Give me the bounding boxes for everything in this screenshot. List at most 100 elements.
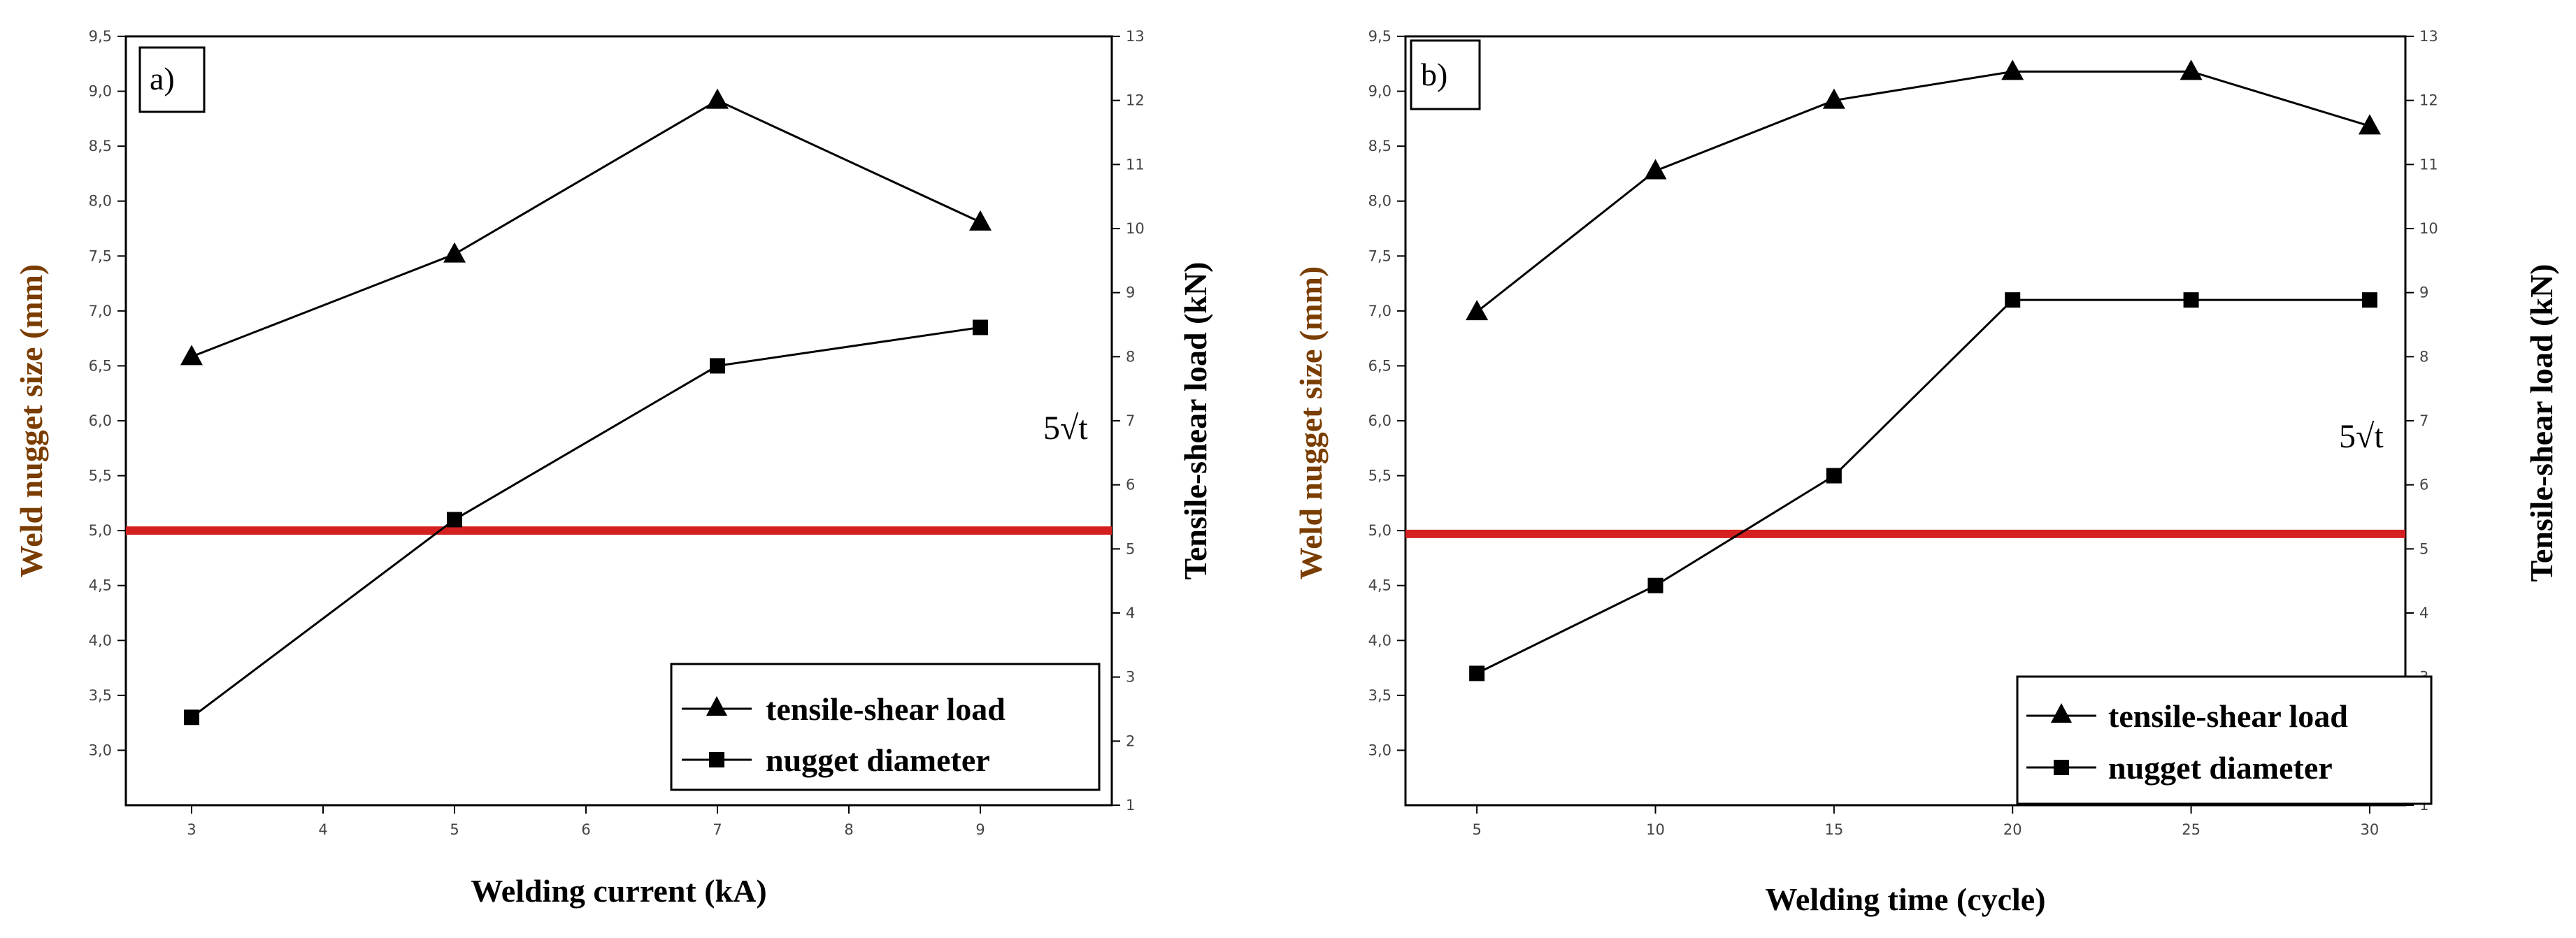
reference-label-b: 5√t	[2339, 418, 2384, 455]
y-left-tick-label: 8,0	[89, 193, 112, 210]
x-tick-label: 15	[1824, 821, 1843, 838]
y-left-tick-label: 3,0	[1368, 742, 1391, 758]
data-point-square	[1469, 665, 1485, 681]
series-lines-a	[191, 99, 981, 719]
legend-marker-triangle-b	[2051, 703, 2072, 723]
legend-box-b	[2016, 675, 2433, 805]
x-tick-label: 8	[844, 821, 853, 838]
y-left-tick-label: 6,0	[89, 412, 112, 429]
y-right-tick-label: 9	[1126, 284, 1135, 301]
data-point-triangle	[180, 345, 203, 366]
data-point-triangle	[2001, 59, 2024, 80]
y-right-tick-label: 10	[2419, 220, 2438, 237]
y-left-tick-label: 3,5	[1368, 687, 1391, 704]
x-tick-label: 30	[2361, 821, 2380, 838]
y-left-axis-title-b: Weld nugget size (mm)	[1293, 266, 1329, 579]
y-left-tick-label: 4,0	[89, 632, 112, 649]
y-left-tick-label: 9,5	[89, 28, 112, 45]
panel-label-box-b	[1410, 39, 1481, 110]
legend-label-load-b: tensile-shear load	[2108, 698, 2348, 734]
y-left-tick-label: 7,5	[89, 247, 112, 264]
panel-label-b: b)	[1421, 57, 1447, 92]
y-left-tick-label: 3,5	[89, 687, 112, 704]
data-point-triangle	[1466, 300, 1489, 321]
x-tick-label: 3	[187, 821, 196, 838]
data-point-square	[1826, 468, 1842, 484]
y-left-tick-label: 6,0	[1368, 412, 1391, 429]
panel-label-box-a	[138, 46, 206, 113]
y-right-tick-label: 12	[1126, 92, 1145, 109]
y-right-tick-label: 5	[1126, 540, 1135, 557]
data-point-square	[447, 512, 462, 528]
x-tick-label: 20	[2003, 821, 2022, 838]
data-point-square	[2183, 292, 2199, 308]
y-right-tick-label: 10	[1126, 220, 1145, 237]
series-line-square	[191, 326, 981, 719]
y-right-tick-label: 6	[2419, 477, 2428, 493]
data-point-square	[710, 358, 725, 374]
series-line-triangle	[1476, 70, 2370, 313]
x-tick-label: 5	[1472, 821, 1481, 838]
x-tick-label: 9	[975, 821, 985, 838]
y-right-tick-label: 3	[1126, 669, 1135, 686]
legend-label-nugget-a: nugget diameter	[766, 742, 990, 778]
legend-label-load-a: tensile-shear load	[766, 691, 1006, 727]
y-left-tick-label: 4,5	[89, 577, 112, 594]
x-tick-label: 4	[318, 821, 327, 838]
y-right-tick-label: 8	[2419, 348, 2428, 365]
series-line-triangle	[191, 99, 981, 358]
y-right-tick-label: 4	[2419, 605, 2428, 621]
legend-box-a	[670, 663, 1101, 791]
legend-marker-triangle-a	[706, 696, 727, 716]
chart-panel-b: 5 10 15 20 25 30 3,0 3,5 4,0 4,5 5,0 5,5 6,0 6,5 7,0 7…	[1293, 28, 2559, 917]
y-right-tick-label: 7	[2419, 412, 2428, 429]
x-tick-label: 5	[450, 821, 459, 838]
y-right-tick-label: 6	[1126, 477, 1135, 493]
x-tick-label: 10	[1646, 821, 1665, 838]
chart-panel-a: 3 4 5 6 7 8 9 3,0 3,5 4,0 4,5 5,0 5,5 6,0 6,5 7,0 7,5 8,…	[13, 28, 1213, 909]
y-left-ticks-a: 3,0 3,5 4,0 4,5 5,0 5,5 6,0 6,5 7,0 7,5 8,0 8,5 9,0 9…	[89, 28, 126, 758]
legend-label-nugget-b: nugget diameter	[2108, 750, 2333, 786]
y-right-tick-label: 13	[1126, 28, 1145, 45]
y-right-tick-label: 5	[2419, 540, 2428, 557]
y-right-tick-label: 4	[1126, 605, 1135, 621]
y-left-tick-label: 7,5	[1368, 247, 1391, 264]
legend-marker-square-b	[2054, 760, 2069, 775]
y-left-tick-label: 5,5	[89, 468, 112, 484]
data-point-triangle	[1644, 159, 1667, 180]
y-left-tick-label: 6,5	[1368, 357, 1391, 374]
y-right-tick-label: 8	[1126, 348, 1135, 365]
y-left-tick-label: 4,5	[1368, 577, 1391, 594]
x-tick-label: 6	[581, 821, 590, 838]
data-point-triangle	[969, 210, 992, 231]
y-left-tick-label: 5,0	[89, 522, 112, 539]
y-right-tick-label: 11	[2419, 156, 2438, 173]
data-point-triangle	[2180, 59, 2203, 80]
y-left-tick-label: 3,0	[89, 742, 112, 758]
y-left-tick-label: 5,5	[1368, 468, 1391, 484]
y-right-axis-title-b: Tensile-shear load (kN)	[2524, 264, 2559, 582]
legend-marker-square-a	[709, 752, 724, 767]
y-left-tick-label: 9,0	[1368, 83, 1391, 100]
y-left-tick-label: 9,0	[89, 83, 112, 100]
y-left-tick-label: 7,0	[1368, 303, 1391, 319]
y-left-tick-label: 8,5	[89, 138, 112, 154]
y-right-tick-label: 1	[1126, 797, 1135, 814]
x-tick-label: 7	[713, 821, 722, 838]
data-point-square	[1647, 577, 1663, 593]
y-right-tick-label: 2	[1126, 733, 1135, 749]
y-right-tick-label: 7	[1126, 412, 1135, 429]
y-left-tick-label: 4,0	[1368, 632, 1391, 649]
series-line-square	[1476, 298, 2370, 674]
y-left-tick-label: 8,0	[1368, 193, 1391, 210]
data-point-triangle	[2358, 114, 2381, 135]
legend-b: tensile-shear load nugget diameter	[2016, 675, 2433, 805]
x-tick-label: 25	[2182, 821, 2201, 838]
data-point-triangle	[443, 242, 466, 263]
series-lines-b	[1476, 70, 2370, 674]
data-point-square	[2005, 292, 2021, 308]
x-axis-title-b: Welding time (cycle)	[1765, 881, 2045, 917]
x-axis-title-a: Welding current (kA)	[471, 873, 766, 909]
panel-label-a: a)	[150, 61, 175, 96]
y-left-tick-label: 6,5	[89, 357, 112, 374]
